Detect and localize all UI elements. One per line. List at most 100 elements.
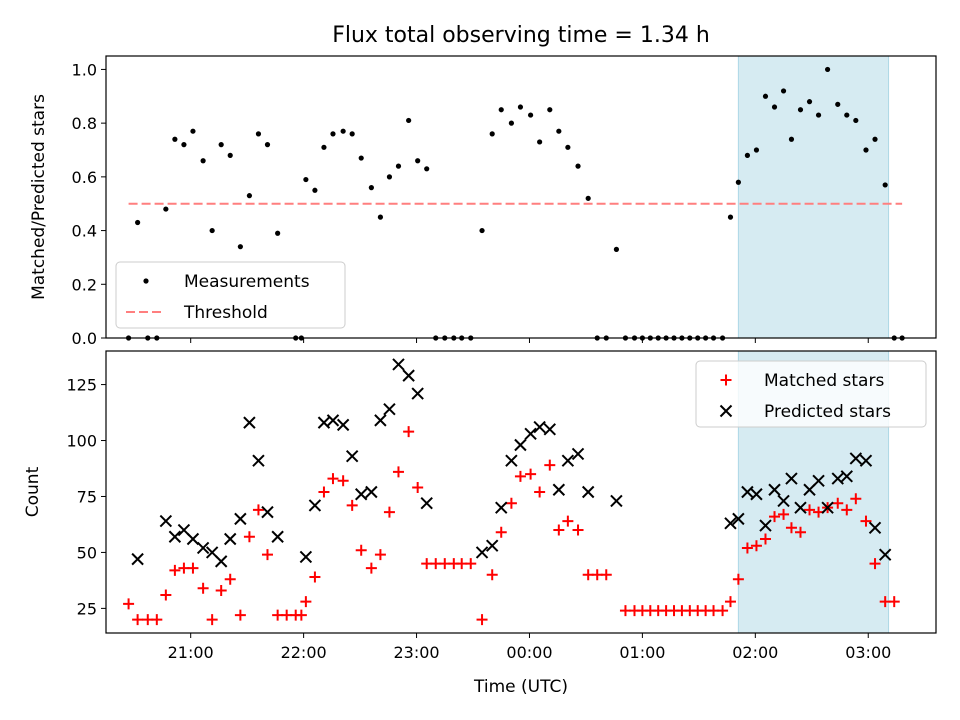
matched-stars-point bbox=[243, 531, 255, 543]
predicted-stars-point bbox=[168, 530, 182, 543]
measurements-point bbox=[227, 152, 233, 158]
predicted-stars-point bbox=[355, 488, 368, 501]
measurements-point bbox=[882, 182, 888, 188]
measurements-point bbox=[264, 142, 271, 148]
matched-stars-point bbox=[759, 533, 771, 545]
matched-stars-point bbox=[514, 470, 526, 482]
predicted-stars-point bbox=[186, 532, 200, 546]
predicted-stars-point bbox=[750, 488, 763, 501]
matched-stars-point bbox=[337, 475, 349, 487]
ratio-panel: 0.0 0.2 0.4 0.6 0.8 1.0 Matched/Predicted sta… bbox=[29, 55, 937, 348]
measurements-point bbox=[508, 120, 515, 126]
count-panel-y-label: Count bbox=[23, 466, 43, 517]
measurements-point bbox=[415, 158, 421, 164]
y-tick-label: 0.2 bbox=[72, 275, 97, 294]
predicted-stars-point bbox=[252, 454, 265, 467]
measurements-point bbox=[527, 112, 534, 118]
predicted-stars-point bbox=[308, 499, 322, 512]
matched-stars-point bbox=[724, 596, 736, 608]
measurements-point bbox=[565, 144, 571, 150]
legend-label: Threshold bbox=[183, 303, 268, 323]
matched-stars-point bbox=[300, 596, 312, 608]
x-tick-label: 21:00 bbox=[168, 643, 214, 662]
measurements-point bbox=[340, 128, 346, 134]
matched-stars-point bbox=[785, 522, 797, 534]
predicted-stars-point bbox=[299, 550, 313, 564]
measurements-point bbox=[163, 206, 169, 212]
matched-stars-point bbox=[553, 524, 565, 536]
matched-stars-point bbox=[318, 486, 330, 498]
measurements-point bbox=[575, 163, 581, 169]
legend-frame bbox=[695, 360, 927, 428]
predicted-stars-point bbox=[571, 447, 585, 461]
measurements-point bbox=[172, 136, 178, 142]
x-tick-label: 23:00 bbox=[393, 643, 439, 662]
matched-stars-point bbox=[486, 569, 498, 581]
predicted-stars-point bbox=[243, 416, 256, 429]
measurements-point bbox=[797, 107, 804, 113]
matched-stars-point bbox=[778, 508, 790, 520]
matched-stars-point bbox=[160, 589, 172, 601]
matched-stars-point bbox=[355, 544, 367, 556]
measurements-point bbox=[780, 88, 787, 94]
predicted-stars-point bbox=[374, 414, 387, 427]
matched-stars-point bbox=[600, 569, 612, 581]
predicted-stars-point bbox=[878, 548, 892, 561]
measurements-point bbox=[406, 117, 412, 124]
observing-window-band bbox=[737, 55, 890, 339]
measurements-point bbox=[613, 246, 620, 252]
predicted-stars-point bbox=[475, 546, 489, 559]
measurements-point bbox=[863, 147, 869, 153]
measurements-point bbox=[753, 147, 760, 153]
predicted-stars-point bbox=[732, 512, 745, 526]
predicted-stars-point bbox=[261, 505, 274, 519]
measurements-point bbox=[181, 142, 187, 148]
predicted-stars-point bbox=[485, 539, 499, 552]
matched-stars-point bbox=[794, 526, 806, 538]
legend-frame bbox=[115, 261, 346, 329]
matched-stars-point bbox=[841, 504, 853, 516]
count-panel-frame bbox=[105, 350, 937, 634]
matched-stars-point bbox=[295, 609, 307, 621]
measurements-point bbox=[349, 131, 355, 137]
matched-stars-point bbox=[309, 571, 321, 583]
count-panel-y-axis: 25 50 75 100 125 bbox=[66, 376, 106, 618]
measurements-point bbox=[377, 214, 384, 220]
measurements-point bbox=[806, 99, 813, 105]
matched-stars-point bbox=[769, 511, 781, 523]
legend-predicted-stars-swatch bbox=[719, 404, 733, 418]
x-tick-label: 03:00 bbox=[845, 643, 891, 662]
measurements-point bbox=[237, 244, 243, 250]
measurements-point bbox=[762, 93, 769, 99]
measurements-point bbox=[368, 185, 374, 191]
matched-stars-point bbox=[505, 497, 517, 509]
ratio-panel-y-label: Matched/Predicted stars bbox=[29, 94, 49, 300]
measurements-point bbox=[824, 66, 831, 73]
matched-stars-point bbox=[261, 549, 273, 561]
y-tick-label: 100 bbox=[66, 432, 97, 451]
matched-stars-point bbox=[132, 614, 144, 626]
predicted-stars-point bbox=[402, 369, 415, 382]
predicted-stars-point bbox=[759, 519, 772, 532]
matched-stars-point bbox=[869, 558, 881, 570]
measurements-point bbox=[330, 131, 336, 137]
matched-stars-point bbox=[750, 540, 762, 552]
matched-stars-point bbox=[123, 598, 135, 610]
legend-label: Measurements bbox=[184, 272, 310, 292]
predicted-stars-point bbox=[785, 472, 798, 485]
matched-stars-point bbox=[562, 515, 574, 527]
y-tick-label: 0.0 bbox=[72, 329, 97, 348]
predicted-stars-point bbox=[561, 454, 575, 467]
measurements-point bbox=[835, 101, 841, 107]
matched-stars-point bbox=[572, 524, 584, 536]
matched-stars-point bbox=[365, 562, 377, 574]
predicted-stars-point bbox=[849, 452, 863, 465]
predicted-stars-point bbox=[533, 420, 546, 434]
measurements-point bbox=[744, 152, 751, 158]
measurements-point bbox=[735, 179, 741, 185]
predicted-stars-point bbox=[724, 517, 737, 530]
legend-label: Matched stars bbox=[764, 371, 884, 391]
predicted-stars-point bbox=[840, 470, 853, 483]
y-tick-label: 25 bbox=[77, 599, 97, 618]
matched-stars-point bbox=[392, 466, 404, 478]
